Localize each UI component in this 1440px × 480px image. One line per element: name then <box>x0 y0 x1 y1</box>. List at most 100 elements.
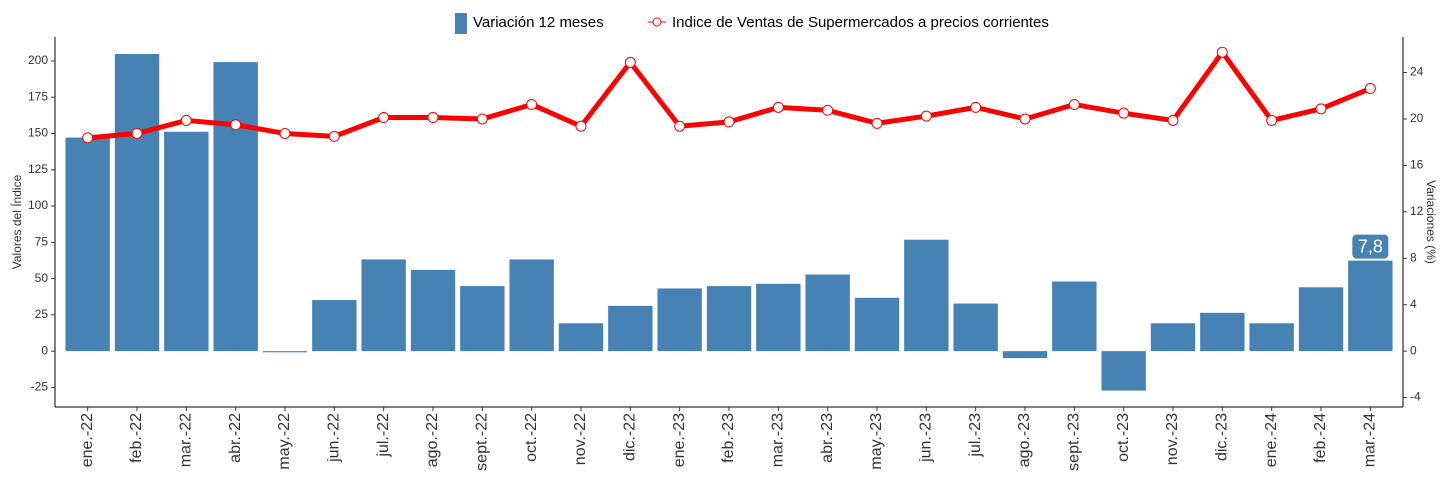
y2-tick-label: 8 <box>1410 250 1417 264</box>
x-tick-label: mar.-24 <box>1362 413 1379 467</box>
line-marker <box>1118 107 1130 119</box>
y-tick-label: 0 <box>41 343 48 357</box>
line-marker <box>82 132 94 144</box>
bar <box>1002 351 1048 359</box>
bar <box>904 239 949 352</box>
bar <box>805 274 850 352</box>
bar <box>1150 323 1196 352</box>
x-tick-label: ago.-22 <box>424 413 441 467</box>
line-marker <box>1068 98 1080 110</box>
x-tick-label: feb.-22 <box>128 413 145 463</box>
x-tick-label: mar.-23 <box>770 413 787 467</box>
bar <box>558 323 604 352</box>
x-tick-label: may.-23 <box>868 413 885 470</box>
x-tick-label: abr.-23 <box>819 413 836 463</box>
x-tick-label: ene.-24 <box>1263 413 1280 467</box>
line-marker <box>1266 114 1278 126</box>
legend-label: Indice de Ventas de Supermercados a prec… <box>672 14 1049 31</box>
bar <box>756 283 801 352</box>
x-tick-label: mar.-22 <box>178 413 195 467</box>
line-marker <box>1019 113 1031 125</box>
bar <box>460 286 505 352</box>
bar <box>1348 260 1393 352</box>
bar <box>657 288 702 352</box>
x-tick-label: dic.-23 <box>1214 413 1231 461</box>
line-marker <box>772 101 784 113</box>
x-tick-label: jun.-23 <box>918 413 935 463</box>
x-tick-label: nov.-22 <box>572 413 589 465</box>
legend-swatch <box>455 13 467 34</box>
legend-label: Variación 12 meses <box>473 14 604 31</box>
x-tick-label: oct.-22 <box>523 413 540 462</box>
y-tick-label: 25 <box>35 307 49 321</box>
bar <box>65 137 110 352</box>
legend-swatch <box>652 17 662 27</box>
line-marker <box>279 127 291 139</box>
bar <box>1101 351 1146 391</box>
x-tick-label: jun.-22 <box>326 413 343 463</box>
y2-tick-label: 12 <box>1410 204 1424 218</box>
x-tick-label: jul.-22 <box>375 413 392 458</box>
bar <box>114 53 160 352</box>
line-marker <box>378 112 390 124</box>
x-tick-label: abr.-22 <box>227 413 244 463</box>
x-tick-label: sept.-22 <box>474 413 491 471</box>
y-tick-label: 175 <box>28 89 48 103</box>
bar <box>213 62 258 352</box>
bar <box>262 351 308 353</box>
line-marker <box>328 130 340 142</box>
x-tick-label: ene.-23 <box>671 413 688 467</box>
bar <box>608 305 653 352</box>
line-marker <box>476 113 488 125</box>
line-marker <box>526 98 538 110</box>
y-tick-label: 200 <box>28 53 48 67</box>
line-marker <box>871 117 883 129</box>
line-marker <box>1216 46 1228 58</box>
line-marker <box>624 56 636 68</box>
line-marker <box>723 116 735 128</box>
line-marker <box>131 127 143 139</box>
y2-tick-label: 0 <box>1410 343 1417 357</box>
bar <box>361 259 406 352</box>
line-marker <box>230 119 242 131</box>
y2-tick-label: 20 <box>1410 111 1424 125</box>
x-tick-label: ene.-22 <box>79 413 96 467</box>
y-tick-label: 100 <box>28 198 48 212</box>
y2-tick-label: -4 <box>1410 390 1421 404</box>
x-tick-label: feb.-24 <box>1312 413 1329 463</box>
bar <box>509 259 554 352</box>
y-tick-label: 50 <box>35 271 49 285</box>
line-marker <box>180 114 192 126</box>
y2-tick-label: 4 <box>1410 297 1417 311</box>
line-marker <box>920 110 932 122</box>
bar <box>1052 281 1097 352</box>
line-marker <box>970 101 982 113</box>
bar <box>1200 312 1245 352</box>
line-marker <box>427 112 439 124</box>
bar <box>706 286 752 352</box>
x-tick-label: dic.-22 <box>622 413 639 461</box>
x-tick-label: oct.-23 <box>1115 413 1132 462</box>
x-tick-label: ago.-23 <box>1016 413 1033 467</box>
bar <box>1249 323 1294 352</box>
y-tick-label: -25 <box>31 380 49 394</box>
line-marker <box>822 104 834 116</box>
line-marker <box>1315 103 1327 115</box>
x-tick-label: sept.-23 <box>1066 413 1083 471</box>
bar <box>1298 287 1344 352</box>
y2-axis-title: Variaciones (%) <box>1424 180 1438 264</box>
x-tick-label: jul.-23 <box>967 413 984 458</box>
data-label: 7,8 <box>1358 236 1383 256</box>
y2-tick-label: 24 <box>1410 65 1424 79</box>
y-tick-label: 75 <box>35 234 49 248</box>
data-label-bg <box>1352 234 1389 259</box>
line-marker <box>674 120 686 132</box>
line-marker <box>1167 114 1179 126</box>
bar <box>410 269 456 352</box>
y-tick-label: 125 <box>28 162 48 176</box>
x-tick-label: nov.-23 <box>1164 413 1181 465</box>
y2-tick-label: 16 <box>1410 158 1424 172</box>
x-tick-label: feb.-23 <box>720 413 737 463</box>
bar <box>164 131 209 352</box>
